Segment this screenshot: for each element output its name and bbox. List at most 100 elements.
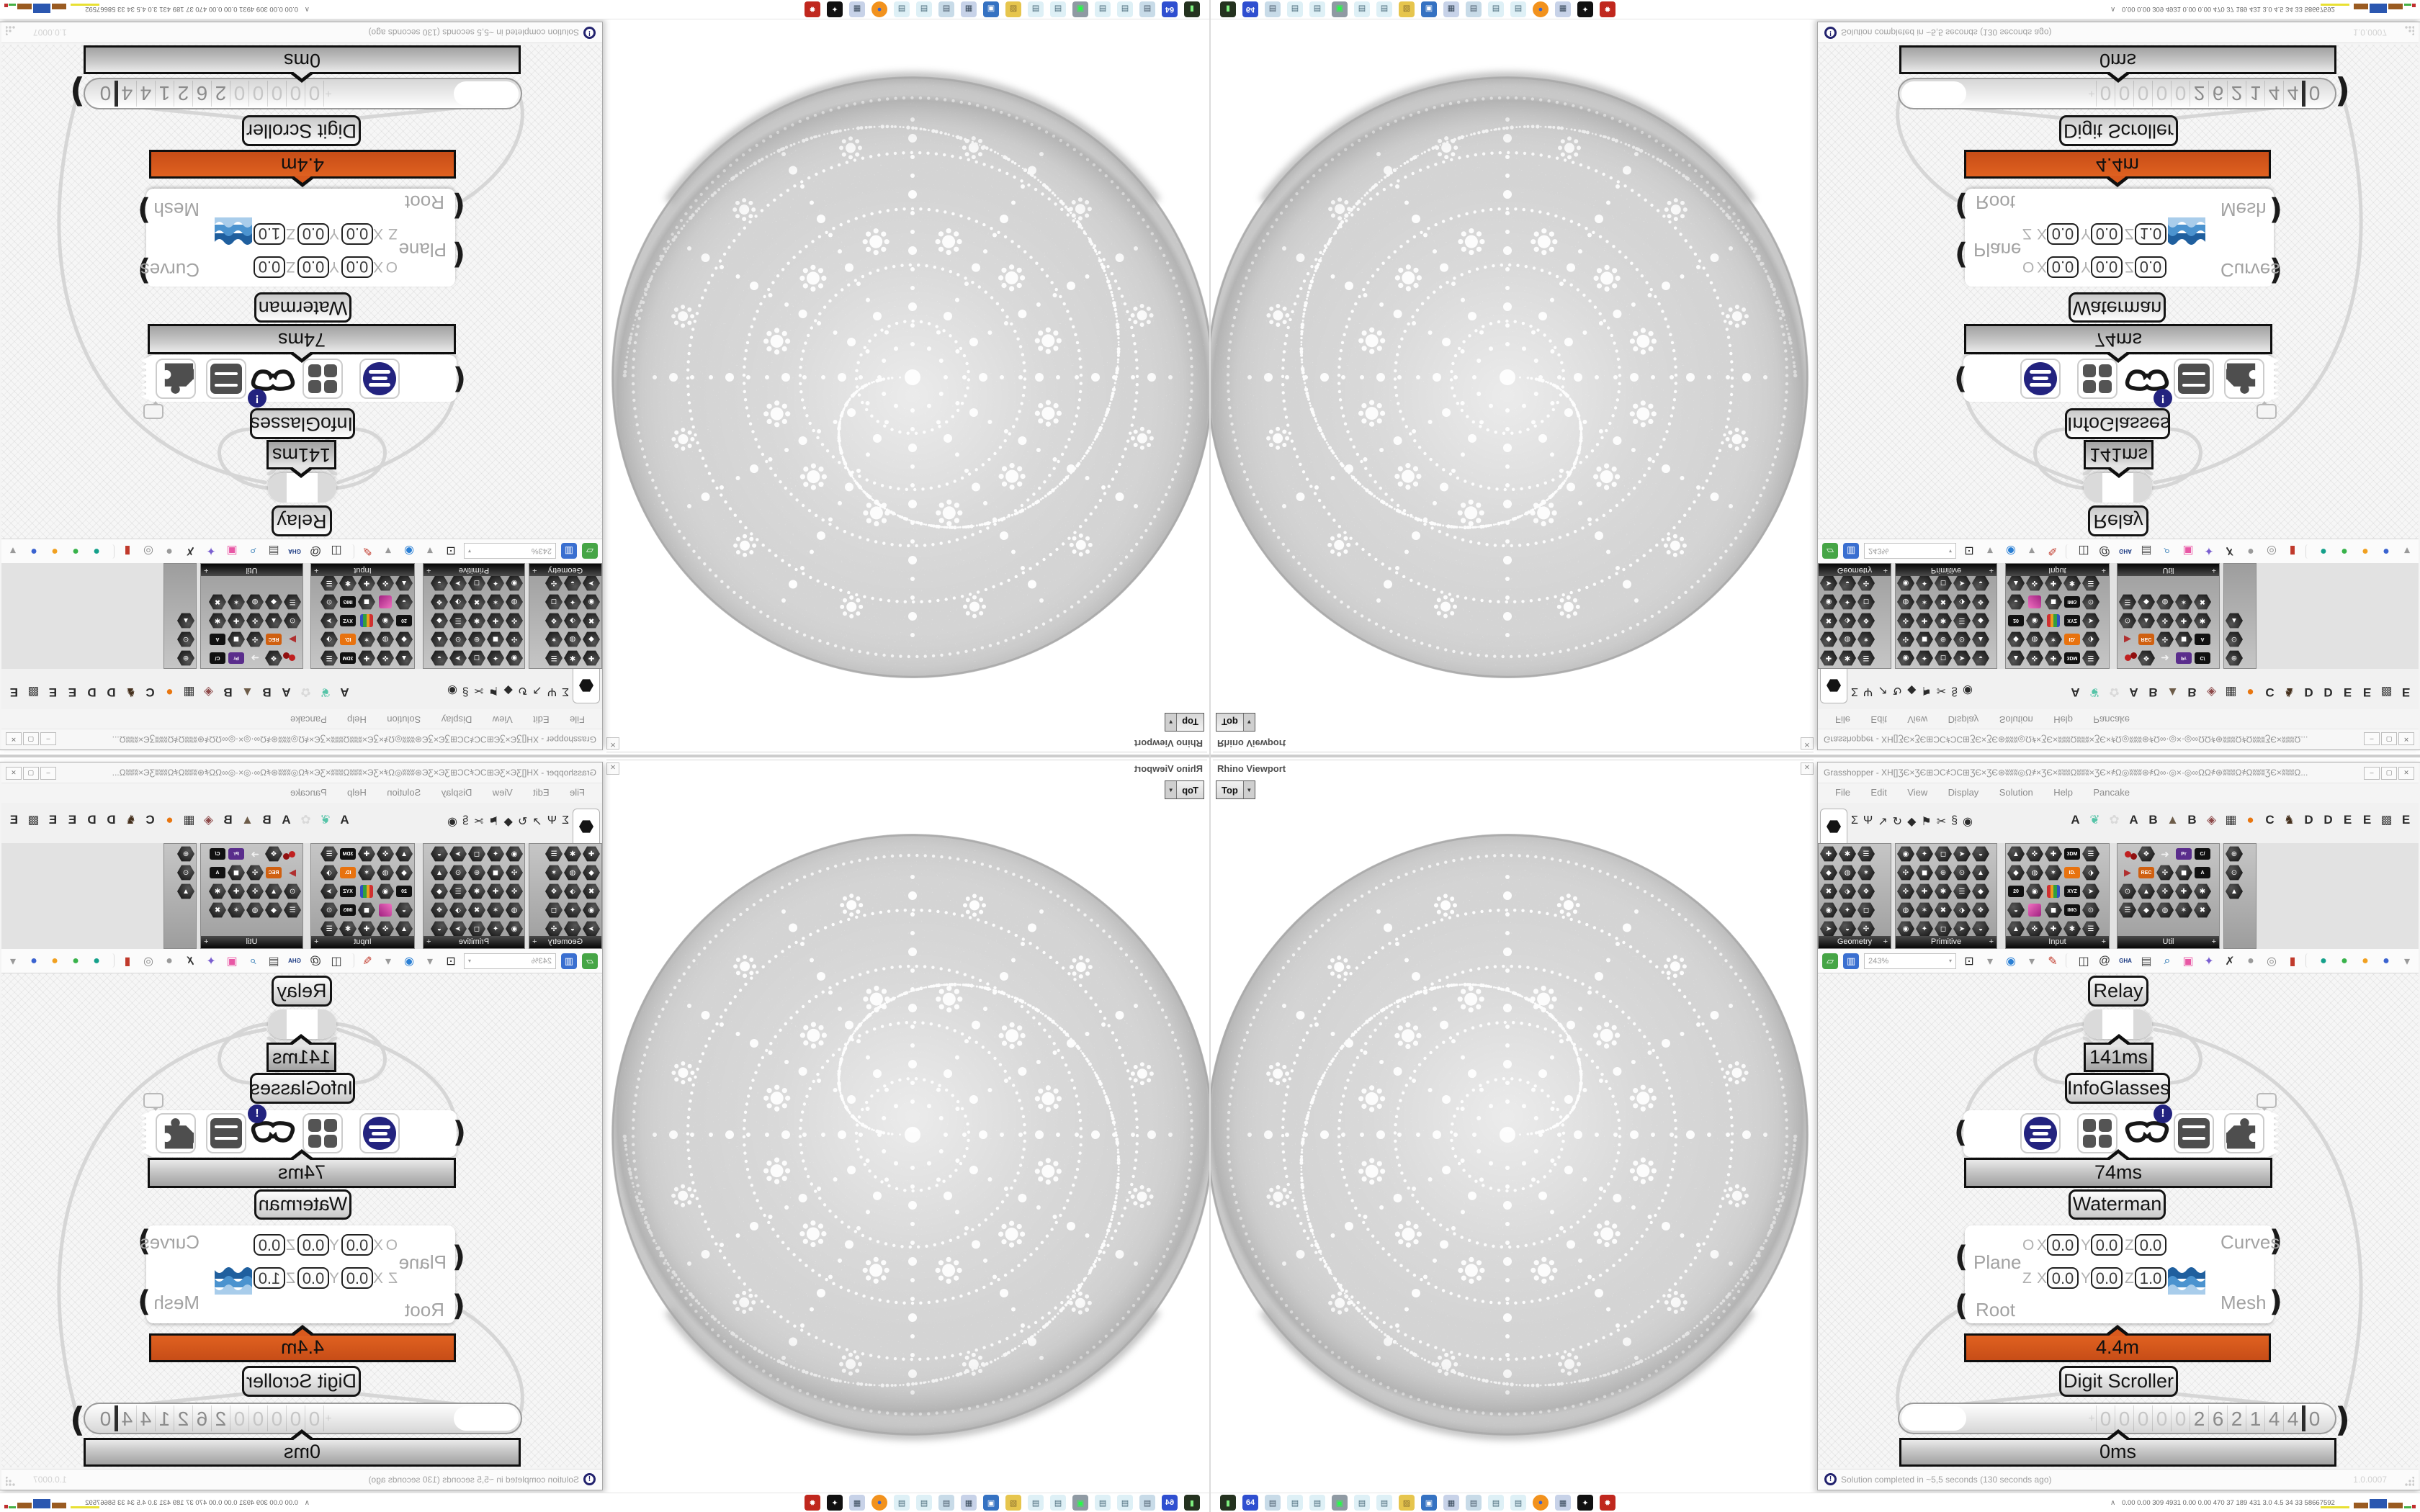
component-icon[interactable]: ◍ [564, 864, 581, 881]
component-icon[interactable]: ➤ [449, 576, 467, 592]
menu-file[interactable]: File [570, 714, 585, 725]
digit-cells[interactable]: +0 0 0 0 0 2 6 2 1 4 4 0 [2087, 81, 2323, 107]
notepad-icon[interactable]: ▤ [1354, 1, 1370, 17]
component-icon[interactable]: ✱ [209, 612, 226, 629]
component-icon[interactable]: XYZ [339, 612, 357, 629]
zoom-level-input[interactable]: 243% ▾ [464, 953, 556, 969]
chevron-down-icon[interactable]: ▾ [468, 548, 472, 554]
rhino-icon[interactable]: ✦ [827, 1, 843, 17]
display-blue-icon[interactable]: ● [30, 954, 37, 967]
component-icon[interactable]: ➜ [251, 652, 259, 665]
tab-params[interactable] [1820, 668, 1847, 703]
component-icon[interactable]: ⊙ [2119, 883, 2136, 900]
component-icon[interactable]: ✣ [2156, 631, 2174, 648]
tab-icon[interactable]: ◆ [503, 684, 513, 696]
component-icon[interactable]: ✣ [1857, 920, 1875, 936]
digit-cell-faint[interactable]: 0 [2133, 81, 2152, 107]
relay-nickname-label[interactable]: Relay [272, 505, 332, 536]
preview-eye-icon[interactable]: ◉ [2006, 544, 2016, 557]
minimize-button[interactable]: – [2364, 732, 2380, 745]
component-icon[interactable]: ✜ [2026, 845, 2043, 863]
component-icon[interactable]: ▲ [2007, 920, 2025, 936]
tab-plugin[interactable]: ✿ [2109, 685, 2120, 699]
zaxis-z-field[interactable]: 1.0 [254, 223, 285, 245]
menu-file[interactable]: File [570, 787, 585, 798]
menu-pancake[interactable]: Pancake [2093, 714, 2130, 725]
component-icon[interactable]: ✚ [2045, 920, 2062, 936]
zaxis-x-field[interactable]: 0.0 [341, 223, 373, 245]
sketch-pencil-icon[interactable]: ✎ [2048, 955, 2058, 968]
dropdown-caret-icon[interactable]: ▾ [385, 544, 392, 557]
comment-bubble-icon[interactable] [2257, 1093, 2277, 1111]
component-icon[interactable]: ☰ [2082, 845, 2099, 863]
component-icon[interactable]: ⊙ [449, 631, 467, 648]
zaxis-y-field[interactable]: 0.0 [297, 1267, 329, 1289]
folder-icon[interactable]: ▨ [1005, 1495, 1021, 1511]
component-icon[interactable]: ✶ [358, 631, 375, 648]
floppy-icon[interactable]: 64 [1162, 1495, 1178, 1511]
component-icon[interactable]: ✚ [2045, 845, 2062, 863]
component-icon[interactable]: REC [265, 864, 282, 881]
component-icon[interactable]: ✶ [1916, 593, 1933, 611]
component-icon[interactable]: ◻ [1935, 649, 1952, 667]
component-icon[interactable]: ◉ [1897, 845, 1914, 863]
tab-icon[interactable]: ⚑ [1921, 816, 1932, 828]
zaxis-y-field[interactable]: 0.0 [297, 223, 329, 245]
dropdown-caret-icon[interactable]: ▾ [9, 544, 17, 557]
title-bar[interactable]: Grasshopper - XH[]ƷЄ×ƷЄ⊞ƆC҂ƆC⊞ƷЄ×ƷЄ⊛ʬʬʬ◎… [1818, 762, 2419, 783]
component-icon[interactable]: ✖ [583, 612, 600, 629]
tab-plugin[interactable]: B [2187, 685, 2197, 699]
notepad-icon[interactable]: ▤ [1488, 1, 1504, 17]
digit-cell[interactable]: 2 [2227, 1405, 2246, 1431]
component-icon[interactable]: ✶ [545, 864, 563, 881]
tab-plugin[interactable]: E [2401, 813, 2411, 827]
output-grip-mesh[interactable]: ) [138, 194, 151, 227]
panel-label[interactable]: Geometry + [1819, 936, 1891, 948]
help-box-icon[interactable]: ▣ [226, 955, 238, 968]
component-icon[interactable]: ◍ [377, 864, 394, 881]
component-icon[interactable]: ✖ [209, 901, 226, 919]
digit-cell-faint[interactable]: 0 [305, 1405, 324, 1431]
tab-plugin[interactable]: A [282, 685, 291, 699]
digit-cell[interactable]: 2 [2190, 1405, 2208, 1431]
component-icon[interactable]: ☰ [1857, 845, 1875, 863]
tab-plugin[interactable]: ▩ [2380, 685, 2393, 699]
component-icon[interactable]: A [209, 864, 226, 881]
tab-icon[interactable]: ✂ [1936, 816, 1947, 828]
tab-icon[interactable]: Ψ [547, 814, 557, 827]
tab-icon[interactable]: § [1951, 685, 1958, 698]
idea-bulb-icon[interactable]: ✦ [2204, 955, 2214, 968]
component-icon[interactable]: ➤ [1820, 920, 1837, 936]
component-icon[interactable]: ◼ [228, 631, 245, 648]
component-icon[interactable]: ☰ [321, 845, 338, 863]
component-icon[interactable]: 3DM [339, 649, 357, 667]
digit-cell[interactable]: 2 [2190, 81, 2208, 107]
component-icon[interactable]: ➤ [1953, 649, 1971, 667]
tab-plugin[interactable]: ♞ [2283, 685, 2295, 699]
tab-plugin[interactable]: ❦ [2089, 685, 2100, 699]
zaxis-y-field[interactable]: 0.0 [2091, 223, 2123, 245]
component-icon[interactable]: ⬗ [449, 593, 467, 611]
chevron-down-icon[interactable]: ▼ [1242, 781, 1255, 798]
tab-plugin[interactable]: E [9, 813, 19, 827]
tab-plugin[interactable]: ▦ [2225, 685, 2237, 699]
search-dollar-icon[interactable]: ⌕ [249, 954, 256, 967]
digit-scroller-nickname-label[interactable]: Digit Scroller [2059, 1366, 2178, 1397]
drive-icon[interactable]: ▮ [1184, 1, 1200, 17]
panel-label[interactable]: Primitive + [424, 564, 524, 576]
open-file-icon[interactable]: ▱ [1822, 543, 1838, 559]
component-icon[interactable]: REC [265, 631, 282, 648]
menu-file[interactable]: File [1835, 714, 1850, 725]
remote-panel-icon[interactable]: @ [2098, 545, 2111, 558]
open-file-icon[interactable]: ▱ [1822, 953, 1838, 969]
component-icon[interactable]: ✶ [228, 593, 245, 611]
computer-icon[interactable]: ▣ [1421, 1, 1437, 17]
origin-x-field[interactable]: 0.0 [2047, 256, 2079, 278]
panel-label[interactable]: Primitive + [424, 936, 524, 948]
display-orange-icon[interactable]: ● [2362, 954, 2369, 967]
tab-plugin[interactable]: ▲ [2166, 813, 2179, 827]
digit-cells[interactable]: +0 0 0 0 0 2 6 2 1 4 4 0 [97, 81, 333, 107]
component-icon[interactable]: ✜ [1897, 883, 1914, 900]
printer-icon[interactable]: ▤ [1265, 1495, 1281, 1511]
notepad-icon[interactable]: ▤ [1287, 1495, 1303, 1511]
